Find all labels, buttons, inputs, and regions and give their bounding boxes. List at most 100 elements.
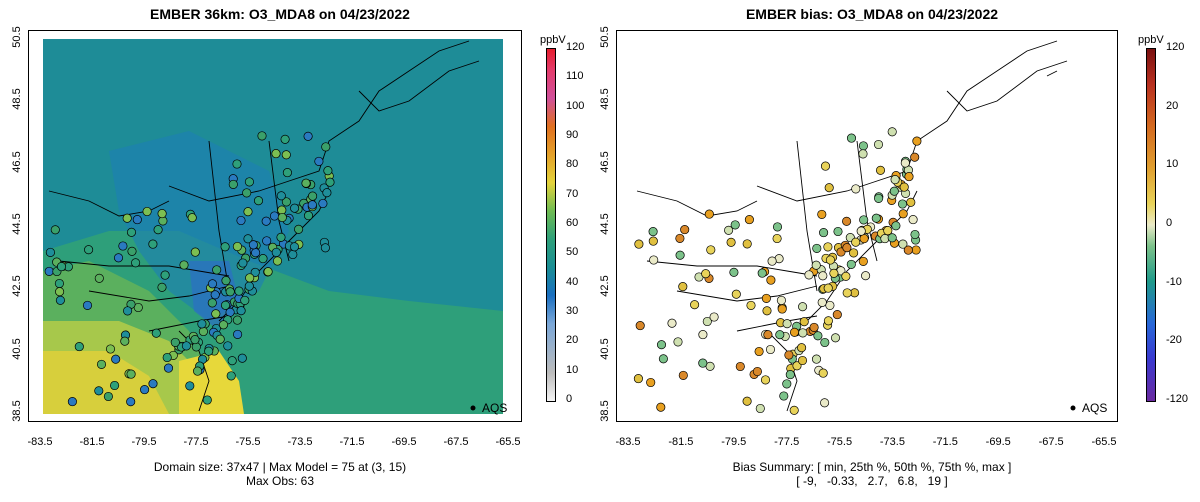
left-y-tick: 46.5 xyxy=(11,150,23,173)
site-marker xyxy=(891,221,901,231)
site-marker xyxy=(248,240,258,250)
site-marker xyxy=(243,234,253,244)
site-marker xyxy=(742,396,752,406)
site-marker xyxy=(811,354,822,364)
site-marker xyxy=(84,245,94,255)
site-marker xyxy=(755,403,765,414)
site-marker xyxy=(706,245,716,255)
site-marker xyxy=(263,267,273,277)
site-marker xyxy=(813,331,823,341)
site-marker xyxy=(798,302,808,312)
site-marker xyxy=(215,334,225,344)
site-marker xyxy=(698,330,708,340)
site-marker xyxy=(767,256,777,266)
site-marker xyxy=(772,233,782,244)
site-marker xyxy=(207,298,217,308)
site-marker xyxy=(730,220,740,230)
right-site-markers xyxy=(633,127,922,415)
left-y-tick: 38.5 xyxy=(11,400,23,422)
right-colorbar-title: ppbV xyxy=(1138,34,1164,46)
site-marker xyxy=(912,136,922,146)
site-marker xyxy=(842,288,852,298)
site-marker xyxy=(776,295,786,305)
site-marker xyxy=(820,161,831,171)
right-colorbar-tick: 120 xyxy=(1166,41,1185,53)
site-marker xyxy=(910,229,920,240)
site-marker xyxy=(825,300,835,310)
site-marker xyxy=(871,213,881,223)
site-marker xyxy=(829,268,839,278)
left-x-tick: -69.5 xyxy=(391,436,417,448)
site-marker xyxy=(635,321,645,331)
site-marker xyxy=(704,209,714,219)
site-marker xyxy=(236,306,246,316)
site-marker xyxy=(258,254,268,264)
left-colorbar-tick: 110 xyxy=(566,70,584,83)
site-marker xyxy=(282,168,292,178)
site-marker xyxy=(257,131,267,141)
site-marker xyxy=(731,289,741,299)
site-marker xyxy=(859,215,869,225)
site-marker xyxy=(322,188,332,198)
site-marker xyxy=(820,398,830,408)
site-marker xyxy=(851,237,861,247)
right-footer-line2: [ -9, -0.33, 2.7, 6.8, 19 ] xyxy=(796,474,948,488)
site-marker xyxy=(288,249,298,260)
left-colorbar-tick: 120 xyxy=(566,41,585,53)
site-marker xyxy=(251,248,261,258)
site-marker xyxy=(142,206,152,217)
left-colorbar-tick: 20 xyxy=(566,334,579,347)
site-marker xyxy=(162,352,172,363)
site-marker xyxy=(233,329,243,339)
site-marker xyxy=(874,193,884,203)
site-marker xyxy=(910,152,920,162)
site-marker xyxy=(318,198,328,209)
site-marker xyxy=(873,139,884,150)
site-marker xyxy=(163,363,174,373)
left-x-tick: -79.5 xyxy=(131,436,157,448)
site-marker xyxy=(179,260,189,270)
site-marker xyxy=(82,300,93,310)
site-marker xyxy=(799,317,809,327)
site-marker xyxy=(702,316,712,327)
site-marker xyxy=(765,344,776,355)
site-marker xyxy=(320,243,330,253)
site-marker xyxy=(824,183,834,193)
site-marker xyxy=(797,343,807,353)
site-marker xyxy=(656,340,667,350)
site-marker xyxy=(858,141,868,151)
site-marker xyxy=(212,265,222,275)
left-colorbar-title: ppbV xyxy=(540,34,566,46)
site-marker xyxy=(197,319,207,329)
site-marker xyxy=(185,381,195,391)
site-marker xyxy=(126,397,136,407)
site-marker xyxy=(761,293,771,303)
site-marker xyxy=(817,209,827,219)
site-marker xyxy=(227,356,237,366)
site-marker xyxy=(729,267,739,277)
site-marker xyxy=(238,258,248,268)
right-x-tick: -67.5 xyxy=(1038,436,1064,448)
right-colorbar-tick: -120 xyxy=(1166,393,1189,405)
site-marker xyxy=(187,213,197,223)
site-marker xyxy=(820,337,830,348)
site-marker xyxy=(911,245,921,255)
site-marker xyxy=(649,255,659,265)
site-marker xyxy=(856,226,866,236)
site-marker xyxy=(818,271,828,281)
right-x-tick: -79.5 xyxy=(721,436,747,448)
right-x-tick: -71.5 xyxy=(932,436,958,448)
right-x-tick: -69.5 xyxy=(985,436,1011,448)
right-map-svg xyxy=(633,40,1076,415)
site-marker xyxy=(906,197,916,207)
site-marker xyxy=(779,391,789,401)
left-x-tick: -81.5 xyxy=(79,436,105,448)
site-marker xyxy=(74,342,84,352)
site-marker xyxy=(701,269,711,279)
site-marker xyxy=(633,374,643,384)
left-map-plot xyxy=(28,30,522,422)
site-marker xyxy=(849,248,859,258)
site-marker xyxy=(819,228,829,238)
right-colorbar-tick: -20 xyxy=(1166,334,1182,347)
site-marker xyxy=(792,361,802,371)
